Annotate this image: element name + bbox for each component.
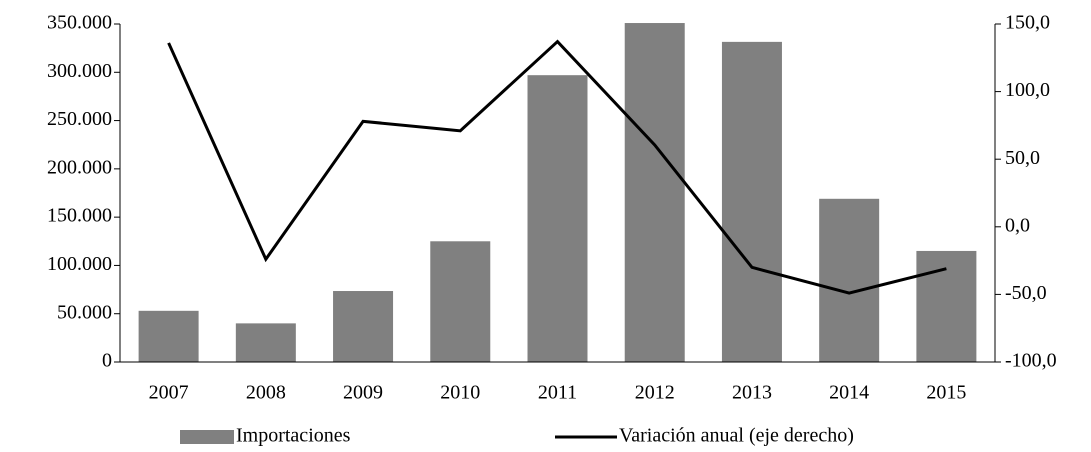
x-tick-label: 2008	[246, 382, 286, 404]
bar	[624, 23, 685, 362]
y2-tick-label: 0,0	[1005, 214, 1030, 236]
bar	[721, 41, 782, 362]
bar	[235, 323, 296, 362]
x-tick-label: 2011	[538, 382, 577, 404]
bar	[333, 291, 394, 362]
bar	[819, 198, 880, 362]
x-tick-label: 2014	[829, 382, 869, 404]
legend-swatch	[180, 430, 234, 444]
x-tick-label: 2009	[343, 382, 383, 404]
bar	[430, 241, 491, 362]
x-tick-label: 2013	[732, 382, 772, 404]
y-tick-label: 350.000	[47, 12, 112, 34]
bar	[527, 75, 588, 362]
x-tick-label: 2015	[926, 382, 966, 404]
x-tick-label: 2012	[635, 382, 675, 404]
x-tick-label: 2010	[440, 382, 480, 404]
y-tick-label: 150.000	[47, 205, 112, 227]
line	[167, 39, 947, 295]
x-tick-label: 2007	[149, 382, 189, 404]
y-tick-label: 0	[102, 350, 112, 372]
y2-tick-label: 50,0	[1005, 147, 1040, 169]
y-tick-label: 50.000	[57, 301, 112, 323]
y2-tick-label: -50,0	[1005, 282, 1047, 304]
y-tick-label: 250.000	[47, 108, 112, 130]
y2-tick-label: 100,0	[1005, 79, 1050, 101]
legend-label: Variación anual (eje derecho)	[619, 425, 854, 447]
y-tick-label: 300.000	[47, 60, 112, 82]
bar	[916, 250, 977, 362]
y-tick-label: 200.000	[47, 156, 112, 178]
y-tick-label: 100.000	[47, 253, 112, 275]
bar	[138, 310, 199, 362]
y2-tick-label: -100,0	[1005, 350, 1057, 372]
y2-tick-label: 150,0	[1005, 12, 1050, 34]
legend-label: Importaciones	[236, 425, 351, 447]
